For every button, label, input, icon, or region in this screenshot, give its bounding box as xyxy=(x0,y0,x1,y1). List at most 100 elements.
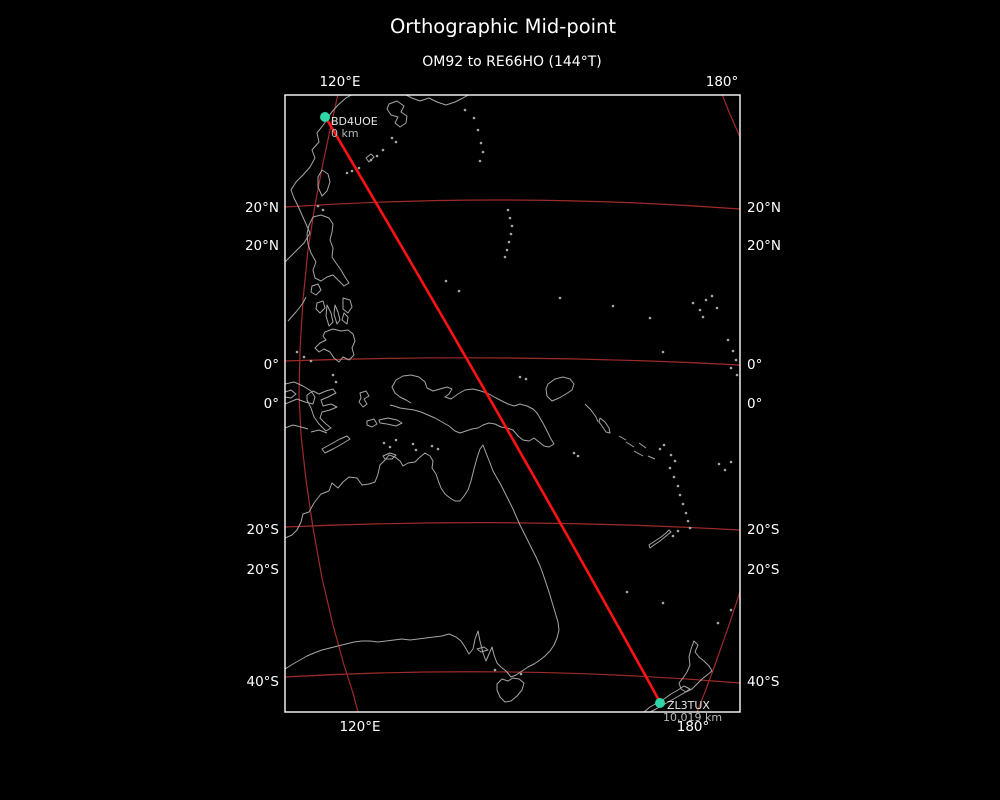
gridline-path xyxy=(285,199,740,210)
island-dot xyxy=(382,441,386,445)
coastline-path xyxy=(625,441,635,448)
island-dot xyxy=(669,453,673,457)
island-dot xyxy=(698,308,702,312)
island-dot xyxy=(463,108,467,112)
island-dot xyxy=(731,349,735,353)
island-dot xyxy=(676,529,680,533)
island-dot xyxy=(704,298,708,302)
island-dot xyxy=(676,484,680,488)
island-dot xyxy=(414,448,418,452)
coastline-path xyxy=(333,304,341,325)
axis-tick-label-right: 40°S xyxy=(747,674,780,690)
island-dot xyxy=(658,447,662,451)
coastline-path xyxy=(310,429,328,434)
coastline-path xyxy=(404,95,470,106)
figure-subtitle: OM92 to RE66HO (144°T) xyxy=(422,54,601,70)
axis-tick-label-left: 0° xyxy=(264,357,279,373)
axis-tick-label-left: 20°N xyxy=(245,200,279,216)
island-dot xyxy=(518,375,522,379)
coastline-path xyxy=(306,214,350,287)
island-dot xyxy=(558,296,562,300)
coastline-path xyxy=(342,297,353,314)
endpoint-marker xyxy=(655,698,665,708)
coastline-path xyxy=(310,283,322,296)
island-dot xyxy=(394,438,398,442)
island-dot xyxy=(331,373,335,377)
axis-tick-label-top: 120°E xyxy=(319,74,360,90)
island-dot xyxy=(334,380,338,384)
island-dot xyxy=(701,315,705,319)
axis-tick-label-bottom: 180° xyxy=(677,719,710,735)
gridline-path xyxy=(285,522,740,531)
island-dot xyxy=(309,359,313,363)
coastline-path xyxy=(341,312,349,325)
coastline-path xyxy=(366,418,378,428)
coastline-path xyxy=(545,376,575,402)
axis-tick-labels: 120°E 180° 120°E 180° 20°N 20°N 0° 0° 20°S 20°S 40… xyxy=(245,74,781,735)
coastline-path xyxy=(643,685,691,712)
coastline-path xyxy=(389,374,555,448)
coastline-path xyxy=(285,444,560,678)
island-dot xyxy=(302,355,306,359)
island-dot xyxy=(436,447,440,451)
coastline-path xyxy=(314,328,356,363)
island-dot xyxy=(392,92,395,95)
axis-tick-label-left: 40°S xyxy=(247,674,280,690)
island-dot xyxy=(662,443,666,447)
axis-tick-label-right: 20°N xyxy=(747,238,781,254)
island-dot xyxy=(507,240,511,244)
coastline-path xyxy=(476,646,489,653)
island-dot xyxy=(648,316,652,320)
island-dot xyxy=(503,255,507,259)
gridline-path xyxy=(285,671,740,684)
endpoint-label: ZL3TUX xyxy=(667,699,710,712)
coastline-path xyxy=(378,417,403,427)
island-dot xyxy=(688,526,692,530)
island-dot xyxy=(625,590,629,594)
coastline-path xyxy=(633,450,644,457)
graticule-lines xyxy=(285,95,740,712)
coastline-path xyxy=(285,381,316,405)
coastline-path xyxy=(382,452,397,460)
axis-tick-label-left: 20°N xyxy=(245,238,279,254)
island-dot xyxy=(321,208,325,212)
island-dot xyxy=(457,289,461,293)
island-dot xyxy=(316,204,320,208)
island-dot xyxy=(390,136,394,140)
island-dot xyxy=(673,459,677,463)
coastline-path xyxy=(647,455,656,460)
coastline-path xyxy=(306,388,338,432)
island-dot xyxy=(369,158,373,162)
coastline-path xyxy=(317,169,331,197)
page-title: Orthographic Mid-point xyxy=(390,15,616,38)
coastline-path xyxy=(285,389,297,399)
coastline-path xyxy=(618,435,627,441)
coastline-path xyxy=(598,417,611,434)
island-dot xyxy=(611,304,615,308)
endpoint-marker xyxy=(320,112,330,122)
island-dot xyxy=(524,377,528,381)
island-dot xyxy=(715,306,719,310)
island-dot xyxy=(668,466,672,470)
island-dot xyxy=(350,169,354,173)
island-dot xyxy=(388,445,392,449)
coastline-path xyxy=(365,153,375,163)
island-dot xyxy=(430,444,434,448)
endpoint-distance-label: 0 km xyxy=(331,127,359,140)
axis-tick-label-left: 0° xyxy=(264,396,279,412)
island-dot xyxy=(493,668,497,672)
coastline-path xyxy=(391,379,412,404)
axis-tick-label-right: 0° xyxy=(747,396,762,412)
island-dot xyxy=(681,502,685,506)
island-dot xyxy=(729,608,733,612)
coastline-path xyxy=(285,424,309,430)
coastline-path xyxy=(638,442,647,449)
island-dot xyxy=(735,373,739,377)
map-content xyxy=(285,92,740,712)
coastline-path xyxy=(496,677,525,703)
island-dot xyxy=(375,154,379,158)
island-dot xyxy=(472,116,476,120)
